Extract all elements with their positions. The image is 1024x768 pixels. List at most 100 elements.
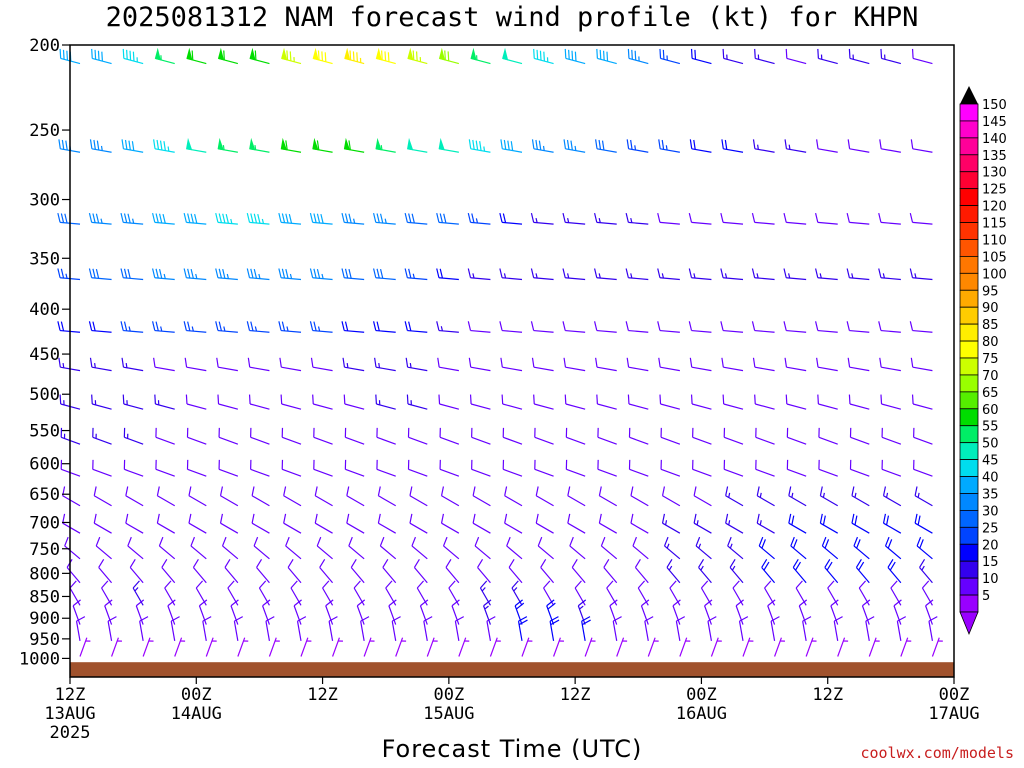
wind-barb	[312, 394, 333, 410]
wind-barb	[192, 559, 207, 584]
wind-barb	[313, 459, 333, 477]
wind-barb	[221, 536, 239, 560]
colorbar-swatch	[959, 391, 979, 410]
wind-barb	[89, 357, 112, 372]
wind-barb	[348, 536, 365, 560]
wind-barb	[530, 321, 554, 333]
credit-link[interactable]: coolwx.com/models	[860, 744, 1014, 762]
wind-barb	[911, 48, 933, 65]
wind-barb	[253, 536, 270, 560]
wind-barb	[121, 139, 144, 153]
wind-barb	[89, 139, 112, 153]
wind-barb	[406, 394, 428, 410]
wind-barb	[391, 616, 401, 641]
wind-barb	[250, 427, 270, 445]
wind-barb	[309, 321, 333, 333]
chart-title: 2025081312 NAM forecast wind profile (kt…	[105, 2, 919, 33]
wind-barb	[184, 357, 207, 372]
wind-barb	[535, 513, 554, 534]
colorbar-swatch	[959, 272, 979, 291]
wind-barb	[893, 599, 902, 625]
wind-barb	[594, 268, 617, 281]
wind-barb	[120, 213, 144, 225]
colorbar-swatch	[959, 476, 979, 494]
wind-barb	[458, 637, 470, 657]
wind-barb	[404, 213, 428, 225]
wind-barb	[479, 580, 491, 606]
colorbar-swatch	[959, 239, 979, 257]
wind-barb	[916, 536, 933, 560]
y-tick-label: 900	[29, 609, 60, 629]
wind-barb	[725, 513, 744, 534]
wind-barb	[125, 486, 144, 507]
colorbar-swatch	[959, 188, 979, 207]
wind-barb	[246, 213, 270, 225]
wind-barb	[672, 599, 681, 625]
wind-barb	[815, 321, 838, 333]
wind-barb	[821, 536, 839, 560]
wind-barb	[185, 394, 207, 410]
wind-barb	[93, 513, 112, 534]
wind-barb	[217, 394, 239, 410]
wind-barb	[440, 486, 460, 507]
wind-barb	[658, 139, 680, 153]
wind-barb	[540, 559, 555, 584]
wind-barb	[563, 357, 586, 372]
colorbar-swatch	[959, 408, 979, 427]
wind-barb	[470, 47, 491, 65]
wind-barb	[287, 559, 302, 584]
wind-barb	[219, 513, 239, 534]
wind-barb	[483, 599, 492, 625]
wind-barb	[91, 394, 112, 410]
colorbar-label: 120	[982, 200, 1007, 215]
wind-barb	[156, 486, 176, 507]
y-tick-label: 250	[29, 121, 60, 141]
wind-barb	[122, 394, 144, 410]
wind-barb	[511, 580, 523, 606]
colorbar-label: 125	[982, 183, 1007, 198]
wind-barb	[783, 213, 807, 225]
wind-barb	[600, 536, 618, 560]
wind-barb	[356, 599, 366, 625]
wind-barb	[723, 427, 744, 445]
wind-barb	[517, 616, 528, 641]
wind-barb	[553, 637, 564, 657]
wind-barb	[879, 357, 901, 372]
wind-barb	[153, 139, 175, 153]
colorbar-swatch	[959, 154, 979, 173]
wind-barb	[562, 321, 586, 333]
wind-barb	[790, 536, 807, 560]
wind-barb	[679, 637, 691, 657]
wind-barb	[227, 580, 239, 606]
wind-barb	[595, 357, 617, 372]
wind-barb	[537, 536, 554, 560]
wind-barb	[848, 48, 870, 65]
x-tick-label: 17AUG	[928, 704, 979, 724]
wind-barb	[594, 213, 617, 225]
wind-barb	[868, 637, 880, 657]
wind-barb	[738, 616, 749, 641]
wind-barb	[205, 637, 217, 657]
wind-barb	[625, 213, 649, 225]
wind-barb	[795, 580, 807, 606]
x-tick-label: 14AUG	[171, 704, 222, 724]
x-tick-label: 00Z	[433, 685, 464, 705]
wind-barb	[325, 599, 334, 625]
wind-barb	[878, 268, 901, 281]
wind-barb	[69, 580, 81, 606]
wind-barb	[373, 213, 396, 225]
wind-barb	[534, 459, 554, 477]
wind-barb	[562, 213, 586, 225]
wind-barb	[534, 427, 554, 445]
wind-barb	[647, 637, 659, 657]
wind-barb	[216, 357, 238, 372]
wind-barb	[693, 513, 712, 534]
colorbar-swatch	[959, 425, 979, 444]
wind-barb	[688, 213, 712, 225]
wind-barb	[500, 139, 523, 153]
wind-barb	[846, 268, 870, 281]
wind-barb	[183, 268, 207, 281]
wind-barb	[830, 599, 839, 625]
wind-barb	[855, 559, 870, 584]
